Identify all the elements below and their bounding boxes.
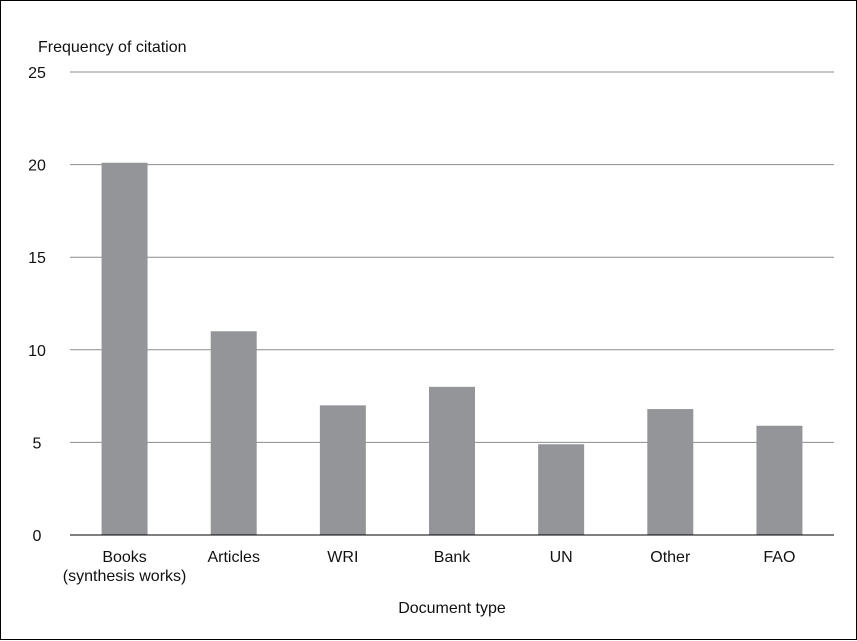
y-tick-labels: 0 5 10 15 20 25 [28, 65, 46, 545]
bar [538, 444, 585, 535]
y-tick-label: 5 [33, 435, 42, 452]
bar [319, 405, 366, 535]
x-tick-labels: Books (synthesis works) Articles WRI Bank UN O… [63, 549, 796, 585]
bar [429, 386, 475, 535]
bar [210, 331, 257, 535]
y-tick-label: 20 [28, 158, 46, 175]
x-tick-label: Books (synthesis works) [63, 549, 187, 585]
x-tick-label: Bank [434, 549, 471, 566]
y-tick-label: 25 [28, 65, 46, 82]
x-tick-label: WRI [327, 549, 358, 566]
x-tick-label-line: Articles [207, 549, 259, 566]
bar [647, 409, 694, 535]
bar [101, 162, 148, 536]
x-tick-label-line: WRI [327, 549, 358, 566]
y-axis-label: Frequency of citation [38, 39, 187, 56]
gridlines [70, 71, 834, 443]
y-tick-label: 0 [33, 528, 42, 545]
x-tick-label-line: (synthesis works) [63, 568, 187, 585]
x-tick-label: Articles [207, 549, 259, 566]
x-tick-label: UN [550, 549, 573, 566]
x-tick-label-line: Bank [434, 549, 471, 566]
x-tick-label: FAO [763, 549, 795, 566]
x-tick-label: Other [650, 549, 691, 566]
x-tick-label-line: Books [102, 549, 146, 566]
x-tick-label-line: FAO [763, 549, 795, 566]
y-tick-label: 10 [28, 343, 46, 360]
x-tick-label-line: UN [550, 549, 573, 566]
bar [756, 425, 803, 535]
x-axis-label: Document type [398, 600, 506, 617]
bars [101, 162, 803, 536]
x-tick-label-line: Other [650, 549, 691, 566]
y-tick-label: 15 [28, 250, 46, 267]
